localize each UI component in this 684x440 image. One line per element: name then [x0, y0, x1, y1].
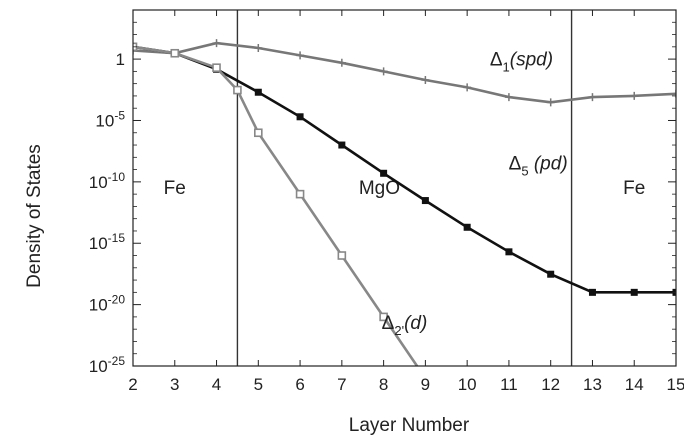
- x-tick-label: 12: [541, 375, 560, 394]
- y-axis-label: Density of States: [24, 144, 45, 288]
- series-marker: [379, 67, 388, 76]
- series-marker: [233, 85, 242, 95]
- x-tick-label: 9: [421, 375, 430, 394]
- series-marker: [338, 141, 346, 149]
- series-marker: [337, 251, 347, 260]
- series-marker: [463, 223, 471, 231]
- series-label: Δ5 (pd): [509, 154, 568, 179]
- y-tick-label: 10-10: [89, 170, 126, 192]
- series-marker: [380, 169, 388, 177]
- series-marker: [546, 98, 555, 107]
- series-marker: [588, 93, 597, 102]
- series-marker: [337, 58, 346, 67]
- series-marker: [630, 91, 639, 100]
- x-tick-label: 15: [667, 375, 684, 394]
- series-marker: [672, 89, 676, 98]
- x-tick-label: 10: [458, 375, 477, 394]
- y-tick-label: 1: [116, 50, 125, 69]
- series-marker: [296, 51, 305, 60]
- series-marker: [212, 39, 221, 48]
- series-line: [133, 41, 676, 104]
- x-tick-label: 3: [170, 375, 179, 394]
- series-marker: [463, 83, 472, 92]
- series-label: Δ1(spd): [490, 50, 553, 75]
- series-marker: [547, 270, 555, 278]
- x-tick-label: 2: [128, 375, 137, 394]
- region-label: Fe: [623, 178, 645, 199]
- series-marker: [212, 63, 221, 72]
- x-tick-label: 8: [379, 375, 388, 394]
- x-tick-label: 14: [625, 375, 644, 394]
- axes: 2 3 4 5 6 7 8 9 10 11 12 13 14 15 1 10-5 10-10 10-15 10-20…: [89, 9, 684, 394]
- x-tick-label: 5: [254, 375, 263, 394]
- series-marker: [588, 288, 596, 296]
- y-tick-label: 10-15: [89, 231, 126, 253]
- series-line: [133, 45, 676, 294]
- series-marker: [254, 44, 263, 53]
- series-marker: [421, 197, 429, 205]
- series-marker: [170, 48, 180, 58]
- plot-frame: [132, 9, 677, 367]
- x-tick-label: 13: [583, 375, 602, 394]
- series-label: Δ2'(d): [382, 313, 428, 338]
- x-tick-label: 11: [500, 375, 518, 394]
- series-group: [133, 39, 676, 366]
- x-tick-label: 4: [212, 375, 221, 394]
- series-marker: [254, 88, 262, 96]
- series-marker: [379, 312, 388, 322]
- series-marker: [254, 128, 263, 138]
- series-marker: [296, 113, 304, 121]
- y-tick-label: 10-25: [89, 354, 126, 376]
- series-marker: [504, 93, 513, 102]
- series-marker: [505, 248, 513, 256]
- series-marker: [295, 189, 305, 199]
- y-tick-label: 10-5: [95, 108, 125, 130]
- y-tick-label: 10-20: [89, 293, 126, 315]
- series-marker: [421, 75, 430, 84]
- x-tick-label: 7: [337, 375, 346, 394]
- plot-area: Fe MgO Fe Δ1(spd) Δ5 (pd) Δ2'(d): [133, 10, 676, 366]
- series-marker: [630, 288, 638, 296]
- region-label: Fe: [164, 178, 186, 199]
- x-axis-label: Layer Number: [349, 415, 470, 436]
- region-label: MgO: [359, 178, 400, 199]
- x-tick-label: 6: [295, 375, 304, 394]
